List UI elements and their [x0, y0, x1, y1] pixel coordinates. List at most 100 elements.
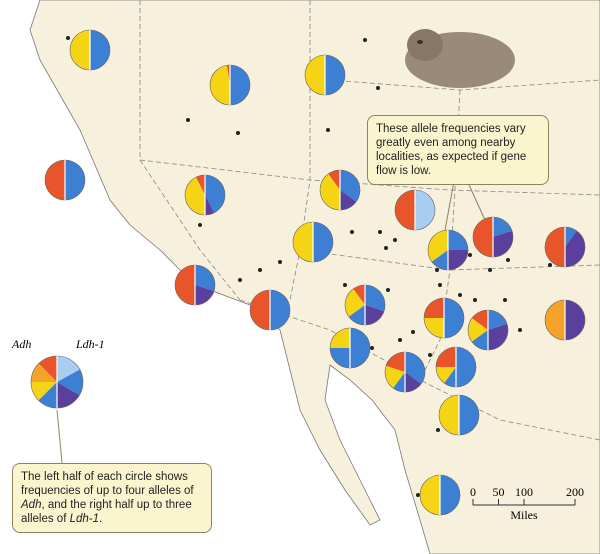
scale-bar: 0 50 100 200 Miles — [470, 485, 584, 522]
pie-segment — [175, 265, 195, 305]
locality-dot — [236, 131, 240, 135]
locality-dot — [416, 493, 420, 497]
locality-dot — [458, 293, 462, 297]
pie-segment — [428, 230, 448, 262]
locality-dot — [386, 288, 390, 292]
scale-label: 50 — [493, 485, 505, 499]
pie-segment — [270, 290, 290, 330]
pie-segment — [313, 222, 333, 262]
locality-dot — [326, 128, 330, 132]
callout-text: , and the right half up to three alleles… — [21, 499, 192, 525]
pie-segment — [545, 227, 565, 267]
locality-dot — [66, 36, 70, 40]
pie-segment — [350, 328, 370, 368]
pie-segment — [195, 285, 215, 305]
callout-text: The left half of each circle shows frequ… — [21, 471, 194, 497]
locality-dot — [238, 278, 242, 282]
locality-dot — [278, 260, 282, 264]
pie-segment — [305, 55, 325, 95]
pie-segment — [348, 305, 365, 325]
mole-rat — [405, 29, 515, 88]
scale-label: 0 — [470, 485, 476, 499]
pie-segment — [70, 30, 90, 70]
pie-segment — [353, 285, 365, 305]
locality-dot — [518, 328, 522, 332]
pie-segment — [565, 227, 577, 247]
pie-segment — [493, 217, 513, 237]
pie-segment — [448, 250, 468, 270]
locality-dot — [435, 268, 439, 272]
locality-dot — [503, 298, 507, 302]
pie-segment — [38, 382, 57, 408]
locality-dot — [411, 330, 415, 334]
pie-segment — [38, 356, 57, 382]
pie-segment — [393, 372, 405, 392]
pie-segment — [471, 310, 488, 330]
pie-segment — [330, 328, 350, 348]
pie-segment — [365, 285, 385, 312]
locality-dot — [186, 118, 190, 122]
locality-dot — [468, 253, 472, 257]
locality-dot — [384, 246, 388, 250]
pie-segment — [184, 177, 205, 215]
locality-dot — [343, 283, 347, 287]
pie-segment — [431, 250, 448, 270]
locality-dot — [350, 230, 354, 234]
locality-dot — [370, 346, 374, 350]
pie-segment — [473, 217, 493, 257]
scale-label: 100 — [515, 485, 533, 499]
callout-text: Ldh-1 — [69, 513, 100, 525]
pie-segment — [293, 222, 313, 262]
callout-text: Adh — [21, 499, 42, 511]
pie-segment — [31, 363, 57, 382]
pie-segment — [65, 160, 85, 200]
pie-segment — [420, 475, 440, 515]
pie-segment — [226, 65, 230, 85]
legend-label: Ldh-1 — [76, 337, 105, 351]
locality-dot — [398, 338, 402, 342]
scale-label: 200 — [566, 485, 584, 499]
locality-dot — [198, 223, 202, 227]
callout-text: These allele frequencies vary greatly ev… — [376, 123, 527, 177]
pie-segment — [340, 190, 357, 210]
pie-segment — [325, 55, 345, 95]
pie-segment — [250, 290, 270, 330]
locality-dot — [436, 428, 440, 432]
pie-segment — [328, 170, 340, 190]
locality-dot — [473, 298, 477, 302]
pie-segment — [195, 265, 215, 292]
pie-segment — [395, 190, 415, 230]
pie-segment — [90, 30, 110, 70]
scale-unit: Miles — [510, 508, 538, 522]
locality-dot — [548, 263, 552, 267]
pie-segment — [444, 367, 456, 387]
pie-segment — [545, 300, 565, 340]
pie-segment — [230, 65, 250, 105]
locality-dot — [488, 268, 492, 272]
pie-segment — [345, 288, 365, 317]
locality-dot — [363, 38, 367, 42]
pie-segment — [444, 298, 464, 338]
pie-segment — [565, 300, 585, 340]
pie-segment — [448, 230, 468, 250]
callout: These allele frequencies vary greatly ev… — [367, 115, 549, 185]
pie-segment — [488, 310, 508, 330]
pie-segment — [209, 65, 230, 105]
pie-segment — [405, 372, 422, 392]
pie-segment — [385, 352, 405, 372]
pie-segment — [195, 175, 205, 195]
pie-segment — [330, 348, 350, 368]
pie-segment — [424, 318, 444, 338]
pie-segment — [31, 382, 57, 401]
pie-segment — [488, 323, 508, 350]
pie-segment — [415, 190, 435, 230]
pie-segment — [365, 305, 385, 325]
localities — [66, 36, 552, 497]
pie-segment — [439, 395, 459, 435]
pie-segment — [57, 369, 83, 396]
callout: The left half of each circle shows frequ… — [12, 463, 212, 533]
callout-pointer — [56, 409, 63, 464]
locality-dot — [438, 283, 442, 287]
pie-segment — [565, 230, 585, 267]
